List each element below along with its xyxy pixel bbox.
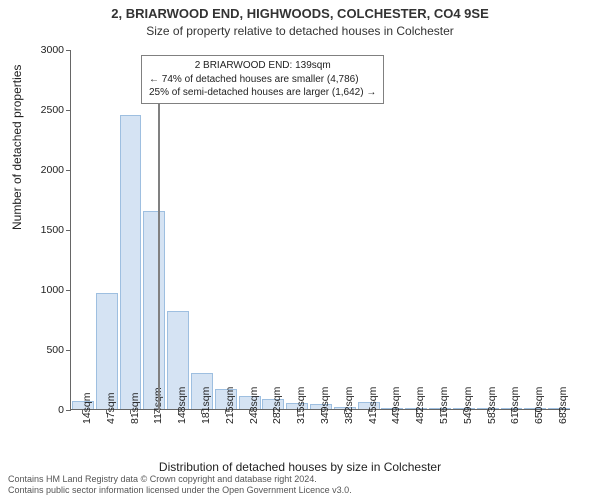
annotation-line: 2 BRIARWOOD END: 139sqm [149, 59, 376, 73]
ytick [66, 230, 71, 231]
y-axis-label: Number of detached properties [10, 65, 24, 230]
histogram-bar [143, 211, 165, 409]
ytick-label: 2500 [28, 104, 64, 116]
ytick [66, 170, 71, 171]
ytick-label: 1500 [28, 224, 64, 236]
ytick-label: 0 [28, 404, 64, 416]
plot-area: 05001000150020002500300014sqm47sqm81sqm1… [70, 50, 570, 410]
ytick [66, 50, 71, 51]
annotation-line: ← 74% of detached houses are smaller (4,… [149, 73, 376, 87]
ytick [66, 110, 71, 111]
histogram-bar [120, 115, 142, 409]
ytick-label: 3000 [28, 44, 64, 56]
chart-subtitle: Size of property relative to detached ho… [0, 24, 600, 38]
x-axis-label: Distribution of detached houses by size … [0, 460, 600, 474]
chart-title: 2, BRIARWOOD END, HIGHWOODS, COLCHESTER,… [0, 6, 600, 21]
footer-line-2: Contains public sector information licen… [8, 485, 352, 496]
annotation-line: 25% of semi-detached houses are larger (… [149, 86, 376, 100]
ytick-label: 500 [28, 344, 64, 356]
ytick [66, 410, 71, 411]
ytick-label: 2000 [28, 164, 64, 176]
annotation-callout: 2 BRIARWOOD END: 139sqm← 74% of detached… [141, 55, 384, 104]
reference-marker-line [158, 98, 160, 410]
ytick [66, 350, 71, 351]
ytick-label: 1000 [28, 284, 64, 296]
footer-attribution: Contains HM Land Registry data © Crown c… [8, 474, 352, 497]
ytick [66, 290, 71, 291]
footer-line-1: Contains HM Land Registry data © Crown c… [8, 474, 352, 485]
